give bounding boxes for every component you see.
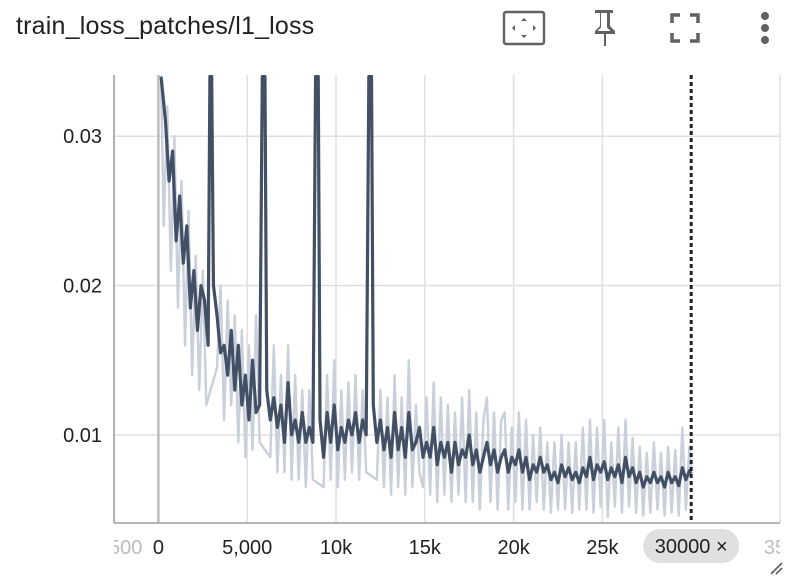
axes bbox=[113, 75, 780, 524]
more-options-button[interactable] bbox=[743, 8, 787, 48]
x-tick-label: 35k bbox=[764, 537, 789, 559]
resize-handle-icon[interactable] bbox=[769, 561, 783, 575]
fullscreen-icon bbox=[670, 13, 700, 43]
hover-step-label: 30000 × bbox=[655, 536, 728, 558]
x-tick-labels: -2,500 0 5,000 10k 15k 20k 25k 35k bbox=[86, 537, 789, 559]
card-header: train_loss_patches/l1_loss bbox=[0, 0, 789, 60]
y-tick-label: 0.03 bbox=[63, 126, 102, 148]
raw-series-line bbox=[159, 76, 693, 519]
x-tick-label: 10k bbox=[320, 537, 353, 559]
hover-step-chip[interactable] bbox=[643, 529, 740, 563]
x-tick-label: 15k bbox=[409, 537, 442, 559]
x-tick-label: -2,500 bbox=[86, 537, 143, 559]
x-tick-label: 5,000 bbox=[222, 537, 272, 559]
tick-labels: 0.01 0.02 0.03 -2,500 0 5,000 10k 15k 20k 25k 35k bbox=[63, 126, 789, 559]
pin-button[interactable] bbox=[582, 8, 626, 48]
plot-area[interactable] bbox=[159, 75, 693, 519]
hover-indicator[interactable]: 30000 × bbox=[643, 75, 740, 563]
y-tick-label: 0.01 bbox=[63, 425, 102, 447]
y-tick-label: 0.02 bbox=[63, 276, 102, 298]
pin-icon bbox=[595, 10, 615, 46]
fit-domain-button[interactable] bbox=[502, 8, 546, 48]
chart-title: train_loss_patches/l1_loss bbox=[16, 12, 315, 40]
x-tick-label: 0 bbox=[153, 537, 164, 559]
more-vert-icon bbox=[761, 12, 769, 44]
x-tick-label: 20k bbox=[497, 537, 530, 559]
smoothed-series-line bbox=[159, 75, 693, 489]
x-tick-label: 25k bbox=[586, 537, 619, 559]
fit-domain-icon bbox=[502, 10, 546, 46]
fullscreen-button[interactable] bbox=[663, 8, 707, 48]
